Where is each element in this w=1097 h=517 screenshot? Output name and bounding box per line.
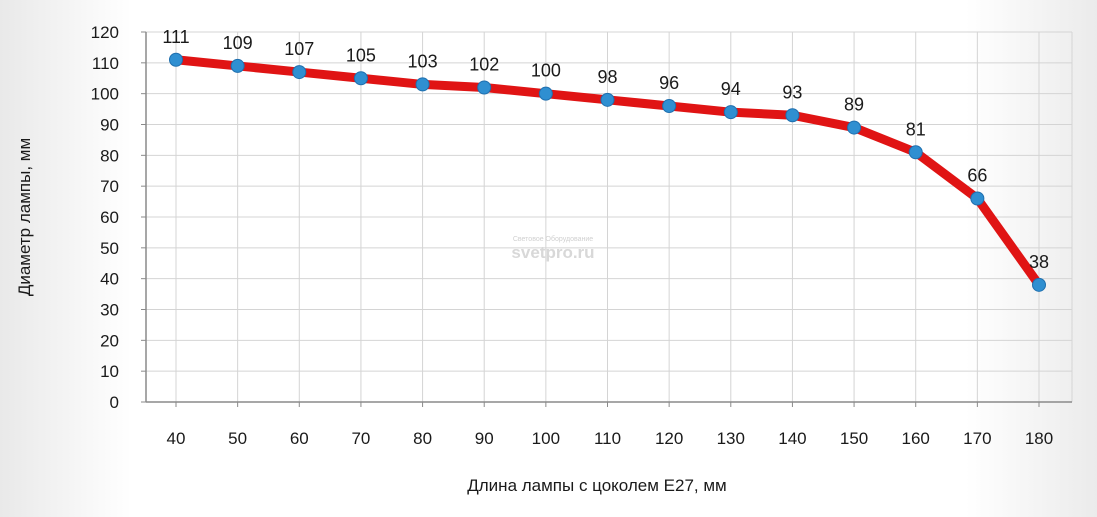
x-tick-label: 50 [228, 429, 247, 448]
data-label: 98 [597, 67, 617, 87]
data-label: 105 [346, 45, 376, 65]
y-tick-label: 80 [100, 146, 119, 165]
data-point [353, 71, 368, 86]
data-point [415, 77, 430, 92]
markers [169, 52, 1046, 292]
data-point [723, 105, 738, 120]
x-axis-title: Длина лампы с цоколем E27, мм [467, 476, 727, 495]
data-point [292, 65, 307, 80]
y-tick-label: 120 [91, 23, 119, 42]
data-point [230, 58, 245, 73]
x-tick-label: 40 [167, 429, 186, 448]
watermark-big-text: svetpro.ru [511, 243, 594, 262]
data-labels: 111 109 107 105 103 102 100 98 96 94 93 89 81 66 38 [162, 27, 1049, 272]
watermark-small-text: Световое Оборудование [513, 235, 593, 243]
data-label: 93 [782, 82, 802, 102]
y-tick-label: 50 [100, 239, 119, 258]
data-label: 103 [408, 51, 438, 71]
y-tick-label: 30 [100, 301, 119, 320]
data-label: 109 [223, 33, 253, 53]
data-point [908, 145, 923, 160]
y-tick-label: 20 [100, 331, 119, 350]
data-point [1032, 277, 1046, 292]
y-tick-label: 110 [92, 54, 119, 73]
watermark: Световое Оборудование svetpro.ru [511, 235, 594, 262]
data-label: 81 [906, 119, 926, 139]
grid [146, 31, 1073, 402]
data-label: 96 [659, 73, 679, 93]
x-tick-label: 120 [655, 429, 683, 448]
data-point [600, 92, 615, 107]
y-tick-label: 90 [100, 116, 119, 135]
y-tick-label: 100 [91, 85, 119, 104]
x-tick-label: 70 [351, 429, 370, 448]
x-tick-label: 130 [717, 429, 745, 448]
y-tick-label: 60 [100, 208, 119, 227]
x-tick-label: 140 [778, 429, 806, 448]
x-tick-label: 90 [475, 429, 494, 448]
data-point [970, 191, 985, 206]
data-label: 94 [721, 79, 741, 99]
data-point [538, 86, 553, 101]
data-label: 111 [162, 27, 189, 47]
y-tick-label: 0 [110, 393, 119, 412]
data-label: 100 [531, 61, 561, 81]
data-point [847, 120, 862, 135]
x-tick-label: 110 [594, 429, 621, 448]
data-label: 107 [284, 39, 314, 59]
x-tick-label: 180 [1025, 429, 1053, 448]
x-tick-label: 80 [413, 429, 432, 448]
data-point [477, 80, 492, 95]
x-tick-label: 150 [840, 429, 868, 448]
data-label: 38 [1029, 252, 1049, 272]
x-tick-label: 160 [902, 429, 930, 448]
axes [141, 31, 1072, 407]
y-tick-label: 70 [100, 177, 119, 196]
x-tick-label: 60 [290, 429, 309, 448]
y-axis-title: Диаметр лампы, мм [15, 138, 34, 296]
x-tick-label: 100 [532, 429, 560, 448]
data-point [169, 52, 183, 67]
y-tick-label: 10 [100, 362, 119, 381]
data-point [785, 108, 800, 123]
tick-labels: 0 10 20 30 40 50 60 70 80 90 100 110 120 40 50 60 70 80 90… [91, 23, 1054, 448]
data-label: 102 [469, 55, 499, 75]
data-label: 66 [967, 166, 987, 186]
y-tick-label: 40 [100, 270, 119, 289]
x-tick-label: 170 [963, 429, 991, 448]
data-label: 89 [844, 95, 864, 115]
data-point [662, 99, 677, 113]
